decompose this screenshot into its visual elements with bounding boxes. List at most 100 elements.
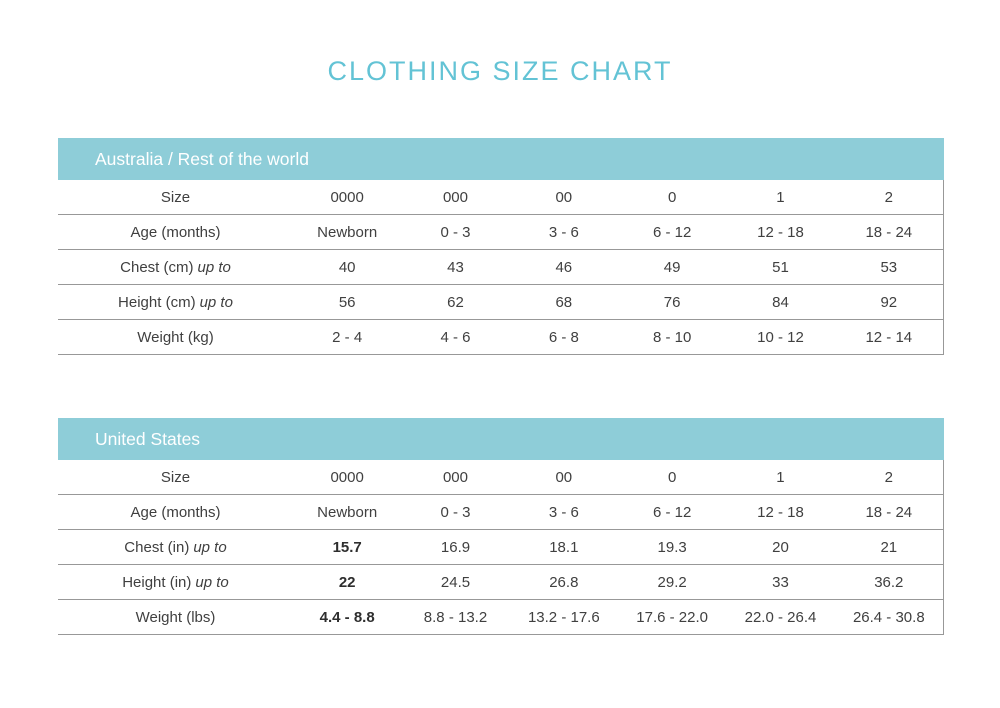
- cell-value: 6 - 12: [652, 503, 692, 521]
- cell-value: 22.0 - 26.4: [744, 608, 817, 626]
- cell-value: 21: [880, 538, 898, 556]
- cell-value: 0000: [330, 188, 364, 206]
- cell-value: 33: [772, 573, 789, 591]
- cell-value: 3 - 6: [548, 503, 579, 521]
- table-row: Chest (in) up to 15.7 16.9 18.1 19.3 20 21: [58, 530, 943, 565]
- row-label-text: Age (months): [130, 503, 221, 521]
- cell-value: Newborn: [317, 503, 378, 521]
- table-row: Chest (cm) up to 40 43 46 49 51 53: [58, 250, 943, 285]
- row-label-text: Height (in): [122, 573, 192, 591]
- row-label: Size: [58, 189, 293, 206]
- cell-value: 22: [338, 573, 356, 591]
- cell-value: 18.1: [549, 538, 579, 556]
- cell-value: 20: [772, 538, 789, 556]
- cell-value: 29.2: [657, 573, 687, 591]
- table-row: Weight (lbs) 4.4 - 8.8 8.8 - 13.2 13.2 - 17…: [58, 600, 943, 635]
- cell-value: 62: [447, 293, 464, 311]
- region-header-united-states: United States: [58, 418, 944, 460]
- row-label-text: Weight (lbs): [135, 608, 216, 626]
- cell-value: 3 - 6: [548, 223, 579, 241]
- cell-value: 68: [555, 293, 573, 311]
- cell-value: Newborn: [317, 223, 378, 241]
- table-row: Size 0000 000 00 0 1 2: [58, 180, 943, 215]
- cell-value: 51: [772, 258, 789, 276]
- page-title: CLOTHING SIZE CHART: [327, 56, 673, 86]
- row-label-text: Chest (in): [124, 538, 190, 556]
- cell-value: 53: [880, 258, 898, 276]
- cell-value: 0 - 3: [440, 503, 471, 521]
- cell-value: 12 - 18: [757, 223, 804, 241]
- cell-value: 00: [555, 188, 573, 206]
- cell-value: 2: [884, 188, 893, 206]
- row-label: Size: [58, 469, 293, 486]
- row-label: Height (in) up to: [58, 574, 293, 591]
- region-header-label: United States: [95, 429, 201, 449]
- cell-value: 6 - 8: [548, 328, 579, 346]
- table-row: Size 0000 000 00 0 1 2: [58, 460, 943, 495]
- cell-value: 18 - 24: [865, 503, 913, 521]
- cell-value: 8 - 10: [652, 328, 692, 346]
- row-label-qualifier: up to: [197, 258, 231, 276]
- cell-value: 1: [776, 468, 785, 486]
- cell-value: 0000: [330, 468, 364, 486]
- cell-value: 46: [555, 258, 573, 276]
- row-label-qualifier: up to: [199, 293, 233, 311]
- cell-value: 17.6 - 22.0: [636, 608, 708, 626]
- row-label-text: Chest (cm): [120, 258, 194, 276]
- cell-value: 56: [338, 293, 356, 311]
- table-rows-united-states: Size 0000 000 00 0 1 2 Age (months) Newborn 0 - 3…: [58, 460, 944, 635]
- cell-value: 8.8 - 13.2: [423, 608, 488, 626]
- row-label: Weight (lbs): [58, 609, 293, 626]
- table-row: Weight (kg) 2 - 4 4 - 6 6 - 8 8 - 10 10 - 12 1…: [58, 320, 943, 355]
- size-table-australia: Australia / Rest of the world Size 0000 00…: [58, 138, 944, 355]
- cell-value: 24.5: [440, 573, 471, 591]
- row-label-text: Height (cm): [118, 293, 196, 311]
- cell-value: 000: [442, 468, 468, 486]
- cell-value: 0: [667, 468, 677, 486]
- size-table-united-states: United States Size 0000 000 00 0 1 2 Age (month…: [58, 418, 944, 635]
- table-row: Height (cm) up to 56 62 68 76 84 92: [58, 285, 943, 320]
- region-header-label: Australia / Rest of the world: [95, 149, 309, 169]
- row-label: Weight (kg): [58, 329, 293, 346]
- cell-value: 18 - 24: [865, 223, 913, 241]
- cell-value: 15.7: [332, 538, 362, 556]
- cell-value: 4 - 6: [440, 328, 471, 346]
- row-label-text: Age (months): [130, 223, 221, 241]
- cell-value: 26.8: [549, 573, 579, 591]
- cell-value: 00: [555, 468, 573, 486]
- cell-value: 2: [884, 468, 893, 486]
- cell-value: 0: [667, 188, 677, 206]
- cell-value: 26.4 - 30.8: [852, 608, 925, 626]
- table-row: Age (months) Newborn 0 - 3 3 - 6 6 - 12 12 - …: [58, 215, 943, 250]
- row-label: Age (months): [58, 504, 293, 521]
- row-label-qualifier: up to: [193, 538, 227, 556]
- row-label-text: Size: [160, 188, 191, 206]
- cell-value: 84: [772, 293, 789, 311]
- cell-value: 0 - 3: [440, 223, 471, 241]
- cell-value: 76: [663, 293, 681, 311]
- cell-value: 16.9: [440, 538, 471, 556]
- row-label: Height (cm) up to: [58, 294, 293, 311]
- row-label: Age (months): [58, 224, 293, 241]
- cell-value: 92: [880, 293, 898, 311]
- cell-value: 36.2: [874, 573, 904, 591]
- cell-value: 40: [338, 258, 356, 276]
- row-label-text: Weight (kg): [137, 328, 214, 346]
- table-rows-australia: Size 0000 000 00 0 1 2 Age (months) Newborn 0 - 3…: [58, 180, 944, 355]
- cell-value: 49: [663, 258, 681, 276]
- table-row: Age (months) Newborn 0 - 3 3 - 6 6 - 12 12 - …: [58, 495, 943, 530]
- cell-value: 12 - 14: [865, 328, 913, 346]
- cell-value: 6 - 12: [652, 223, 692, 241]
- cell-value: 19.3: [657, 538, 687, 556]
- region-header-australia: Australia / Rest of the world: [58, 138, 944, 180]
- row-label-qualifier: up to: [195, 573, 229, 591]
- cell-value: 43: [447, 258, 464, 276]
- cell-value: 000: [442, 188, 468, 206]
- cell-value: 12 - 18: [757, 503, 804, 521]
- row-label: Chest (in) up to: [58, 539, 293, 556]
- cell-value: 1: [776, 188, 785, 206]
- cell-value: 4.4 - 8.8: [319, 608, 375, 626]
- cell-value: 2 - 4: [332, 328, 363, 346]
- table-row: Height (in) up to 22 24.5 26.8 29.2 33 36.2: [58, 565, 943, 600]
- cell-value: 10 - 12: [757, 328, 804, 346]
